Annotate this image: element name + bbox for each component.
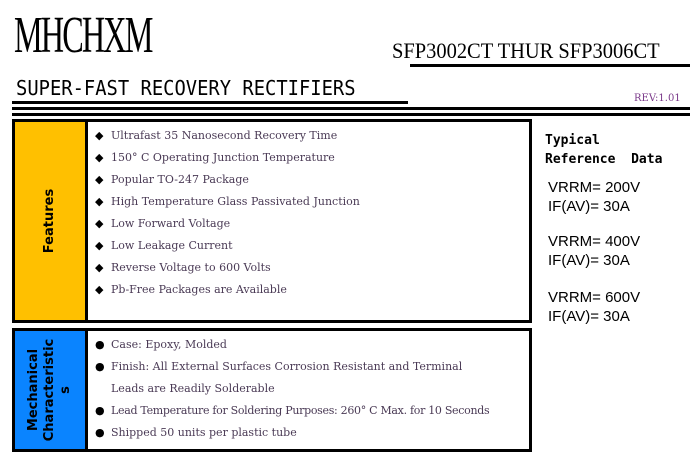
vrrm-value: VRRM= 600V bbox=[548, 289, 641, 306]
mechanical-text: Finish: All External Surfaces Corrosion … bbox=[111, 360, 463, 373]
mechanical-label-line: Characteristic bbox=[42, 338, 57, 442]
feature-text: Low Forward Voltage bbox=[111, 217, 231, 230]
reference-title-line: Reference Data bbox=[545, 152, 663, 167]
feature-text: 150° C Operating Junction Temperature bbox=[111, 151, 335, 164]
circle-bullet-icon: ● bbox=[95, 360, 105, 373]
mechanical-item: Leads are Readily Solderable bbox=[95, 378, 525, 400]
diamond-bullet-icon: ◆ bbox=[95, 173, 104, 186]
product-subtitle: SUPER-FAST RECOVERY RECTIFIERS bbox=[16, 76, 356, 100]
ifav-value: IF(AV)= 30A bbox=[548, 198, 630, 215]
feature-text: Ultrafast 35 Nanosecond Recovery Time bbox=[111, 129, 338, 142]
feature-item: ◆ Low Leakage Current bbox=[95, 235, 525, 257]
mechanical-item: ● Finish: All External Surfaces Corrosion… bbox=[95, 356, 525, 378]
mechanical-text: Shipped 50 units per plastic tube bbox=[111, 426, 297, 439]
mechanical-label-panel: Mechanical Characteristic s bbox=[15, 331, 88, 449]
mechanical-label: Mechanical Characteristic s bbox=[26, 339, 74, 441]
feature-item: ◆ Ultrafast 35 Nanosecond Recovery Time bbox=[95, 125, 525, 147]
company-logo: MHCHXM bbox=[14, 7, 153, 64]
feature-text: Reverse Voltage to 600 Volts bbox=[111, 261, 271, 274]
features-label-panel: Features bbox=[15, 122, 88, 320]
mechanical-item: ● Shipped 50 units per plastic tube bbox=[95, 422, 525, 444]
divider bbox=[12, 101, 408, 104]
divider bbox=[410, 64, 690, 67]
diamond-bullet-icon: ◆ bbox=[95, 283, 104, 296]
reference-title-line: Typical bbox=[545, 133, 600, 148]
divider bbox=[12, 113, 690, 116]
feature-item: ◆ 150° C Operating Junction Temperature bbox=[95, 147, 525, 169]
feature-item: ◆ Low Forward Voltage bbox=[95, 213, 525, 235]
diamond-bullet-icon: ◆ bbox=[95, 195, 104, 208]
revision-label: REV:1.01 bbox=[634, 93, 681, 104]
diamond-bullet-icon: ◆ bbox=[95, 239, 104, 252]
vrrm-value: VRRM= 400V bbox=[548, 233, 641, 250]
feature-text: Popular TO-247 Package bbox=[111, 173, 249, 186]
feature-item: ◆ Pb-Free Packages are Available bbox=[95, 279, 525, 301]
features-label: Features bbox=[42, 188, 57, 254]
mechanical-item: ● Case: Epoxy, Molded bbox=[95, 334, 525, 356]
mechanical-label-line: Mechanical bbox=[26, 348, 41, 432]
mechanical-text: Case: Epoxy, Molded bbox=[111, 338, 227, 351]
mechanical-text: Lead Temperature for Soldering Purposes:… bbox=[111, 404, 490, 417]
feature-text: Low Leakage Current bbox=[111, 239, 233, 252]
divider bbox=[12, 107, 690, 110]
mechanical-label-line: s bbox=[58, 386, 73, 394]
model-range-title: SFP3002CT THUR SFP3006CT bbox=[392, 38, 660, 63]
ifav-value: IF(AV)= 30A bbox=[548, 252, 630, 269]
circle-bullet-icon: ● bbox=[95, 426, 105, 439]
feature-text: Pb-Free Packages are Available bbox=[111, 283, 287, 296]
mechanical-item: ● Lead Temperature for Soldering Purposes… bbox=[95, 400, 525, 422]
ifav-value: IF(AV)= 30A bbox=[548, 308, 630, 325]
feature-item: ◆ Popular TO-247 Package bbox=[95, 169, 525, 191]
spec-block: VRRM= 400V IF(AV)= 30A bbox=[548, 232, 640, 270]
spec-block: VRRM= 600V IF(AV)= 30A bbox=[548, 288, 640, 326]
feature-text: High Temperature Glass Passivated Juncti… bbox=[111, 195, 360, 208]
reference-title: Typical Reference Data bbox=[545, 131, 662, 169]
diamond-bullet-icon: ◆ bbox=[95, 261, 104, 274]
features-box: Features ◆ Ultrafast 35 Nanosecond Recove… bbox=[12, 119, 532, 323]
diamond-bullet-icon: ◆ bbox=[95, 129, 104, 142]
mechanical-box: Mechanical Characteristic s ● Case: Epoxy, … bbox=[12, 328, 532, 452]
feature-item: ◆ High Temperature Glass Passivated Junct… bbox=[95, 191, 525, 213]
spec-block: VRRM= 200V IF(AV)= 30A bbox=[548, 178, 640, 216]
circle-bullet-icon: ● bbox=[95, 338, 105, 351]
feature-item: ◆ Reverse Voltage to 600 Volts bbox=[95, 257, 525, 279]
circle-bullet-icon: ● bbox=[95, 404, 105, 417]
vrrm-value: VRRM= 200V bbox=[548, 179, 641, 196]
diamond-bullet-icon: ◆ bbox=[95, 217, 104, 230]
mechanical-text: Leads are Readily Solderable bbox=[111, 382, 275, 395]
diamond-bullet-icon: ◆ bbox=[95, 151, 104, 164]
